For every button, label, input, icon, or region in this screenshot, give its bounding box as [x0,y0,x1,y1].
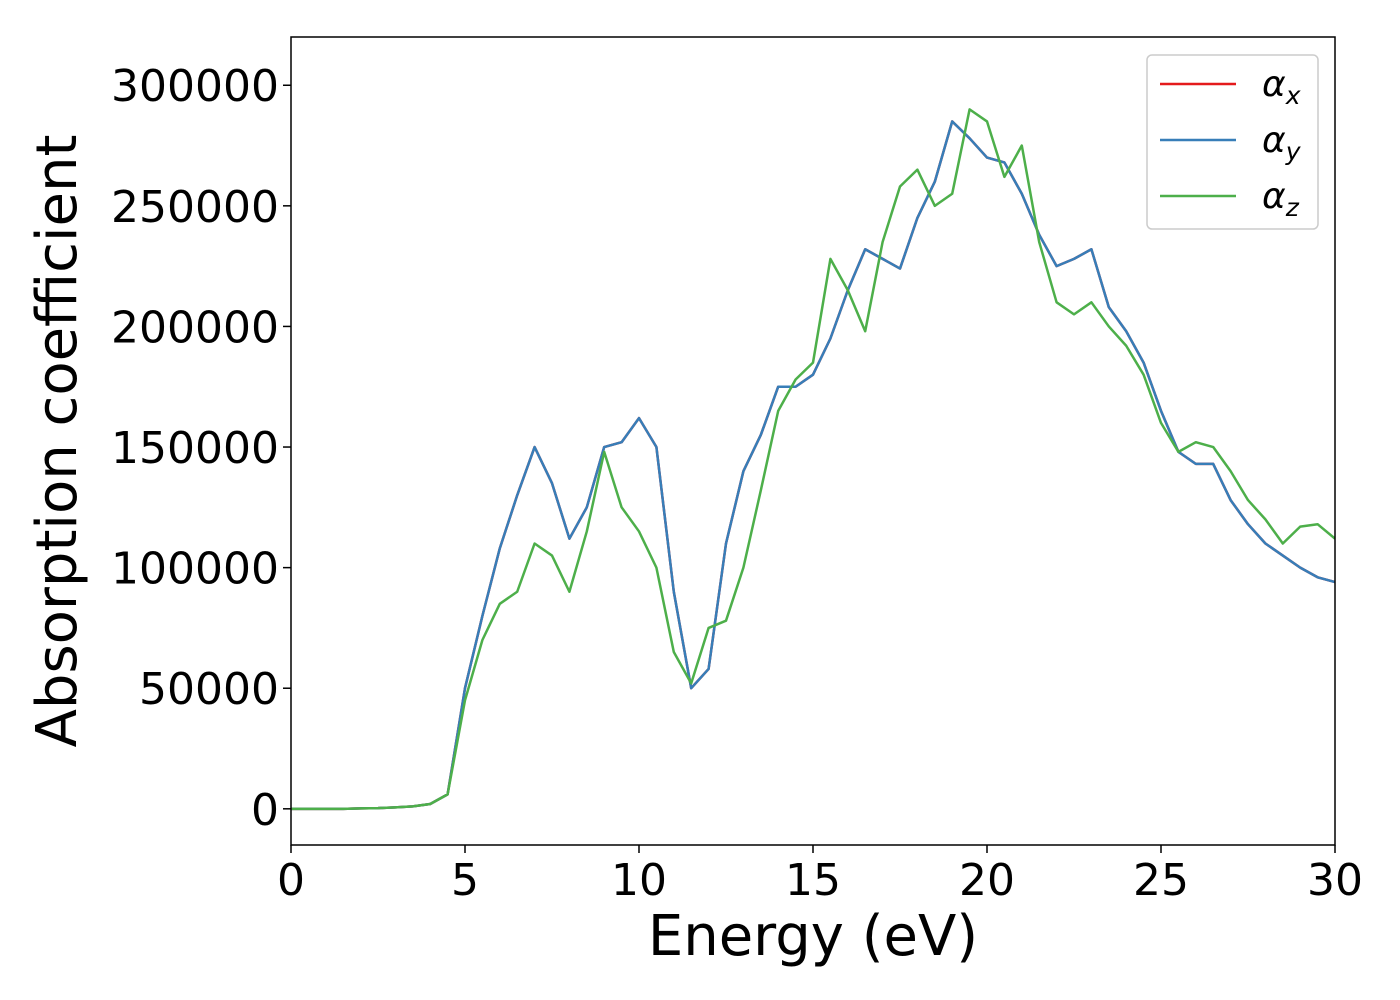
legend-label: αx [1262,64,1301,110]
y-tick-label: 0 [251,785,279,836]
x-axis-label: Energy (eV) [648,904,978,969]
x-tick-label: 5 [451,855,479,906]
legend-label: αy [1262,120,1302,166]
y-tick-label: 200000 [111,302,279,353]
y-tick-label: 250000 [111,182,279,233]
series-line [291,120,1335,811]
x-tick-label: 20 [959,855,1015,906]
x-tick-label: 15 [785,855,841,906]
y-tick-label: 50000 [139,664,279,715]
y-tick-label: 300000 [111,61,279,112]
series-line [291,108,1335,811]
x-tick-label: 25 [1133,855,1189,906]
x-tick-label: 0 [277,855,305,906]
y-tick-label: 150000 [111,423,279,474]
x-tick-label: 10 [611,855,667,906]
y-tick-label: 100000 [111,544,279,595]
legend-box [1146,54,1319,230]
plot-frame [290,36,1336,846]
x-tick-label: 30 [1307,855,1363,906]
y-axis-label: Absorption coefficient [25,135,90,748]
legend-label: αz [1262,176,1300,222]
